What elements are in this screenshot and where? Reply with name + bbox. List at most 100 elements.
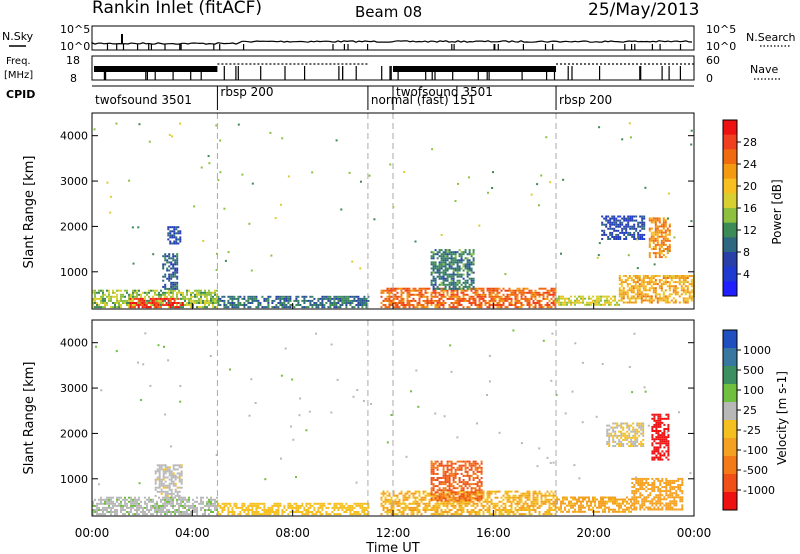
heatmap-cell <box>307 502 310 505</box>
heatmap-cell <box>420 293 423 296</box>
heatmap-cell <box>578 301 580 304</box>
heatmap-cell <box>434 279 437 282</box>
heatmap-cell <box>198 299 200 302</box>
heatmap-cell <box>398 302 401 304</box>
heatmap-cell <box>478 485 481 488</box>
heatmap-cell <box>186 304 188 306</box>
heatmap-cell <box>319 302 322 304</box>
heatmap-cell <box>303 509 306 511</box>
heatmap-cell <box>639 506 642 509</box>
heatmap-cell <box>200 509 202 511</box>
heatmap-cell <box>578 496 580 499</box>
heatmap-cell <box>253 299 256 302</box>
panel-frame <box>91 112 695 310</box>
heatmap-cell <box>659 504 662 507</box>
heatmap-cell <box>668 225 671 228</box>
heatmap-cell <box>478 499 481 502</box>
heatmap-cell <box>668 295 671 298</box>
heatmap-cell <box>659 498 662 501</box>
heatmap-cell <box>154 486 157 489</box>
heatmap-cell <box>178 466 181 469</box>
heatmap-cell <box>627 225 630 228</box>
heatmap-cell <box>456 472 459 475</box>
heatmap-cell <box>666 281 669 284</box>
heatmap-cell <box>154 506 156 509</box>
heatmap-cell <box>616 500 618 503</box>
heatmap-cell <box>664 223 667 226</box>
heatmap-cell <box>510 490 513 493</box>
heatmap-cell <box>592 500 594 503</box>
heatmap-cell <box>450 275 453 278</box>
scatter-cell <box>274 217 277 220</box>
heatmap-cell <box>580 295 582 298</box>
heatmap-cell <box>619 219 622 222</box>
heatmap-cell <box>621 223 624 226</box>
heatmap-cell <box>624 279 627 282</box>
heatmap-cell <box>568 504 570 507</box>
heatmap-cell <box>420 498 423 501</box>
heatmap-cell <box>494 496 497 499</box>
heatmap-cell <box>450 259 453 262</box>
heatmap-cell <box>538 511 541 513</box>
heatmap-cell <box>180 306 182 309</box>
heatmap-cell <box>323 304 326 306</box>
heatmap-cell <box>176 291 178 294</box>
heatmap-cell <box>444 474 447 477</box>
heatmap-cell <box>649 508 652 511</box>
heatmap-cell <box>177 297 180 300</box>
heatmap-cell <box>618 506 620 509</box>
heatmap-cell <box>622 301 625 304</box>
heatmap-cell <box>120 304 122 306</box>
heatmap-cell <box>231 509 234 511</box>
heatmap-cell <box>390 513 393 516</box>
heatmap-cell <box>329 513 332 516</box>
heatmap-cell <box>198 291 200 294</box>
heatmap-cell <box>603 233 606 236</box>
heatmap-cell <box>616 504 618 507</box>
heatmap-cell <box>641 500 644 503</box>
heatmap-cell <box>143 302 146 304</box>
heatmap-cell <box>106 498 108 501</box>
heatmap-cell <box>641 215 644 218</box>
heatmap-cell <box>512 511 515 513</box>
heatmap-cell <box>552 299 555 302</box>
heatmap-cell <box>444 497 447 500</box>
heatmap-cell <box>610 303 612 306</box>
heatmap-cell <box>430 291 433 294</box>
heatmap-cell <box>442 281 445 284</box>
heatmap-cell <box>130 299 132 302</box>
heatmap-cell <box>468 287 471 290</box>
heatmap-cell <box>102 299 104 302</box>
heatmap-cell <box>542 513 545 516</box>
heatmap-cell <box>180 480 183 483</box>
heatmap-cell <box>635 498 638 501</box>
heatmap-cell <box>176 476 179 479</box>
heatmap-cell <box>92 502 94 505</box>
heatmap-cell <box>456 299 459 302</box>
heatmap-cell <box>221 506 224 509</box>
heatmap-cell <box>271 509 274 511</box>
heatmap-cell <box>615 223 618 226</box>
heatmap-cell <box>532 509 535 511</box>
heatmap-cell <box>613 223 616 226</box>
heatmap-cell <box>176 494 179 497</box>
heatmap-cell <box>247 306 250 309</box>
heatmap-cell <box>408 293 411 296</box>
heatmap-cell <box>626 502 628 505</box>
heatmap-cell <box>158 474 161 477</box>
heatmap-cell <box>315 513 318 516</box>
heatmap-cell <box>470 500 473 503</box>
heatmap-cell <box>516 289 519 292</box>
heatmap-cell <box>114 302 116 304</box>
heatmap-cell <box>206 306 208 309</box>
heatmap-cell <box>504 306 507 309</box>
heatmap-cell <box>476 474 479 477</box>
heatmap-cell <box>660 225 663 228</box>
heatmap-cell <box>110 506 112 509</box>
heatmap-cell <box>396 291 399 294</box>
heatmap-cell <box>325 506 328 509</box>
heatmap-cell <box>283 304 286 306</box>
heatmap-cell <box>339 306 342 309</box>
heatmap-cell <box>472 500 475 503</box>
heatmap-cell <box>309 504 312 507</box>
